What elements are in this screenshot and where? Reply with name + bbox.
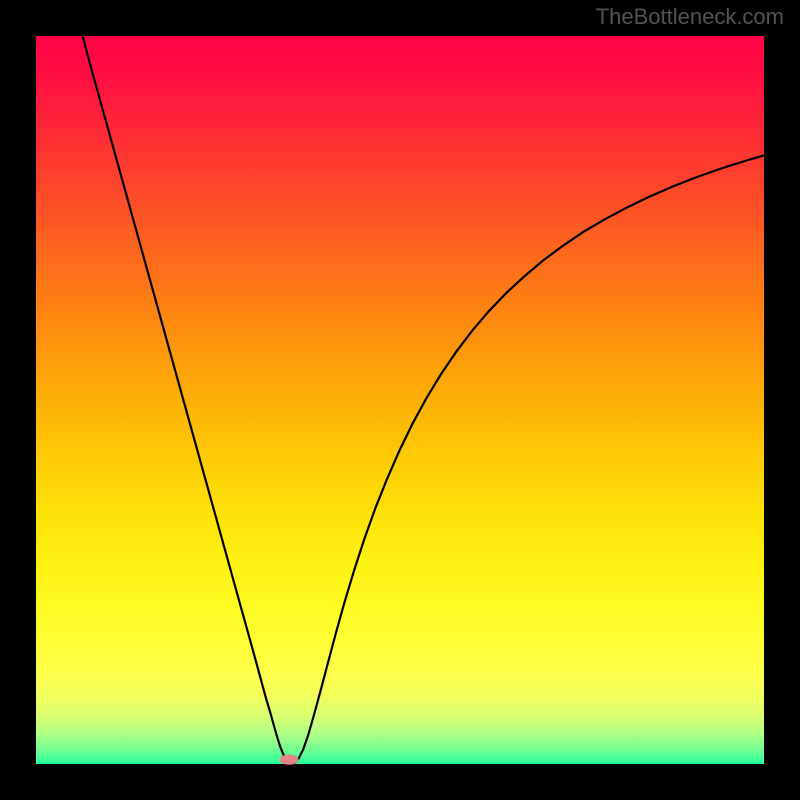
chart-canvas xyxy=(0,0,800,800)
watermark-text: TheBottleneck.com xyxy=(596,4,784,30)
plot-background xyxy=(36,36,764,764)
chart-root: TheBottleneck.com xyxy=(0,0,800,800)
minimum-marker xyxy=(280,755,299,765)
